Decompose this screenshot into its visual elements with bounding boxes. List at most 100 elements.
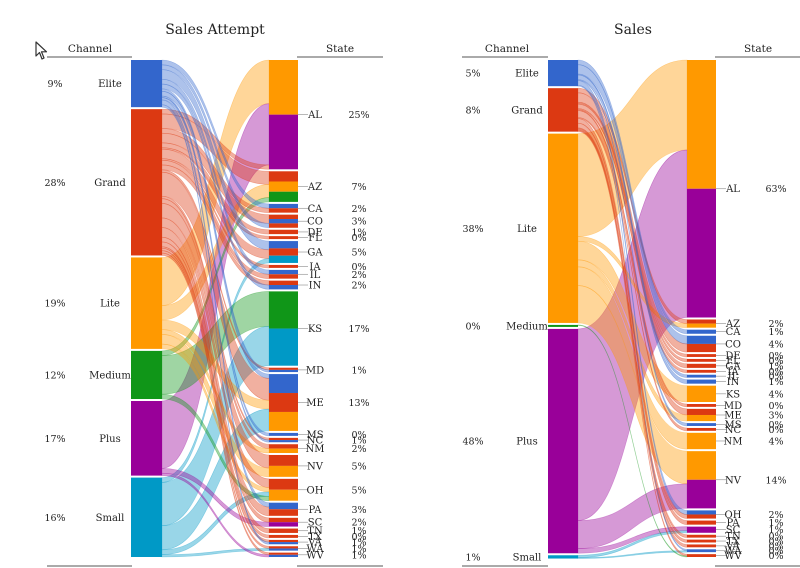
channel-node-plus[interactable] xyxy=(131,401,162,476)
state-node-nm[interactable] xyxy=(687,432,716,450)
channel-label-elite: Elite xyxy=(98,79,122,90)
channel-label-small: Small xyxy=(96,513,125,524)
state-node-il[interactable] xyxy=(269,269,298,279)
channel-node-elite[interactable] xyxy=(548,60,578,87)
state-node-segment xyxy=(269,509,298,516)
state-node-ms[interactable] xyxy=(687,423,716,426)
channel-pct-medium: 12% xyxy=(44,370,65,381)
state-pct-va: 0% xyxy=(768,541,783,552)
state-node-il[interactable] xyxy=(687,374,716,378)
state-node-sc[interactable] xyxy=(269,517,298,527)
state-node-nc[interactable] xyxy=(269,437,298,443)
sankey-sales-attempt: Sales Attempt Channel State 9% Elite 28% Grand… xyxy=(44,22,383,567)
state-node-va[interactable] xyxy=(687,544,716,548)
state-node-al[interactable] xyxy=(687,60,716,318)
state-node-segment xyxy=(687,514,716,519)
state-node-me[interactable] xyxy=(269,374,298,431)
state-node-ga[interactable] xyxy=(687,363,716,368)
state-node-pa[interactable] xyxy=(269,502,298,516)
state-node-nc[interactable] xyxy=(687,427,716,431)
state-node-wa[interactable] xyxy=(269,546,298,551)
state-label-ga: GA xyxy=(307,248,323,259)
state-node-ia[interactable] xyxy=(269,264,298,268)
state-node-ks[interactable] xyxy=(269,291,298,366)
channel-label-medium: Medium xyxy=(506,321,548,332)
state-node-ca[interactable] xyxy=(687,329,716,334)
state-node-oh[interactable] xyxy=(687,510,716,519)
state-pct-tx: 0% xyxy=(768,537,783,548)
state-node-segment xyxy=(269,454,298,466)
state-node-pa[interactable] xyxy=(687,520,716,525)
state-node-md[interactable] xyxy=(269,367,298,373)
state-label-va: VA xyxy=(307,538,323,549)
state-pct-tn: 1% xyxy=(351,526,366,537)
state-pct-il: 0% xyxy=(768,372,783,383)
state-node-al[interactable] xyxy=(269,60,298,170)
state-node-nm[interactable] xyxy=(269,444,298,453)
state-node-az[interactable] xyxy=(687,319,716,328)
channel-node-elite[interactable] xyxy=(131,60,162,108)
channel-node-lite[interactable] xyxy=(548,133,578,323)
state-node-in[interactable] xyxy=(269,280,298,290)
state-node-ga[interactable] xyxy=(269,241,298,263)
state-node-wa[interactable] xyxy=(687,549,716,553)
state-node-ms[interactable] xyxy=(269,432,298,436)
state-node-segment xyxy=(269,203,298,209)
state-label-pa: PA xyxy=(308,505,322,516)
channel-node-small[interactable] xyxy=(548,555,578,559)
channel-node-medium[interactable] xyxy=(131,350,162,400)
state-label-ms: MS xyxy=(724,420,741,431)
state-node-segment xyxy=(269,393,298,412)
state-node-sc[interactable] xyxy=(687,526,716,533)
state-node-segment xyxy=(269,440,298,443)
channel-label-plus: Plus xyxy=(99,434,121,445)
state-node-segment xyxy=(269,328,298,366)
state-node-nv[interactable] xyxy=(269,454,298,477)
state-node-wv[interactable] xyxy=(269,552,298,557)
state-node-segment xyxy=(269,171,298,182)
state-node-co[interactable] xyxy=(269,214,298,228)
state-node-ca[interactable] xyxy=(269,203,298,213)
state-node-segment xyxy=(687,520,716,525)
state-pct-tx: 0% xyxy=(351,532,366,543)
state-node-tx[interactable] xyxy=(269,534,298,538)
state-label-nv: NV xyxy=(725,475,742,486)
flow-links xyxy=(161,59,270,558)
state-node-az[interactable] xyxy=(269,171,298,202)
channel-node-small[interactable] xyxy=(131,477,162,557)
flow-elite-in xyxy=(161,83,270,290)
state-node-tn[interactable] xyxy=(269,528,298,533)
flow-plus-al xyxy=(577,149,688,521)
state-node-de[interactable] xyxy=(269,229,298,235)
state-pct-ks: 4% xyxy=(768,389,783,400)
channel-node-medium[interactable] xyxy=(548,324,578,327)
channel-node-grand[interactable] xyxy=(131,109,162,256)
channel-node-plus[interactable] xyxy=(548,328,578,554)
state-node-wv[interactable] xyxy=(687,554,716,557)
state-node-in[interactable] xyxy=(687,379,716,384)
channel-node-lite[interactable] xyxy=(131,257,162,349)
state-node-md[interactable] xyxy=(687,404,716,407)
state-label-nm: NM xyxy=(724,436,743,447)
state-node-segment xyxy=(269,291,298,329)
state-node-oh[interactable] xyxy=(269,478,298,501)
state-node-tx[interactable] xyxy=(687,539,716,543)
channel-pct-lite: 19% xyxy=(44,299,65,310)
flow-grand-ca xyxy=(161,128,270,213)
state-node-va[interactable] xyxy=(269,539,298,545)
mouse-pointer-icon xyxy=(35,41,48,60)
state-node-de[interactable] xyxy=(687,354,716,357)
state-node-ks[interactable] xyxy=(687,385,716,403)
state-node-nv[interactable] xyxy=(687,451,716,509)
channel-node-grand[interactable] xyxy=(548,88,578,132)
state-node-fl[interactable] xyxy=(269,236,298,240)
state-node-segment xyxy=(269,369,298,373)
state-node-ia[interactable] xyxy=(687,369,716,373)
state-pct-oh: 2% xyxy=(768,510,783,521)
state-node-tn[interactable] xyxy=(687,534,716,538)
state-node-fl[interactable] xyxy=(687,358,716,362)
state-pct-in: 1% xyxy=(768,377,783,388)
state-label-wa: WA xyxy=(306,544,324,555)
state-node-co[interactable] xyxy=(687,335,716,353)
state-node-me[interactable] xyxy=(687,408,716,422)
